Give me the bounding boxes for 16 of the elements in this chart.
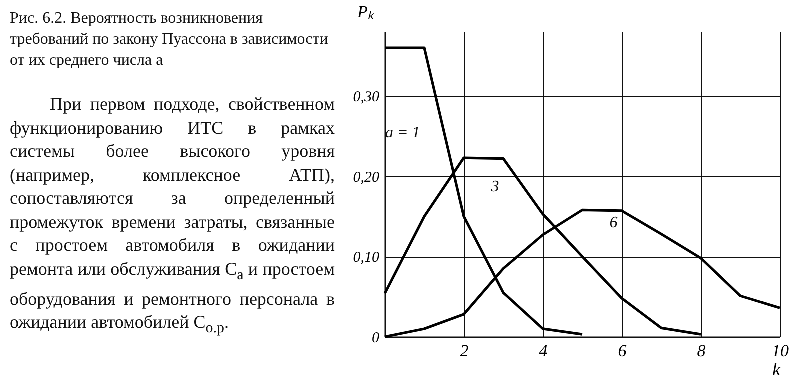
x-axis-title: k	[772, 360, 782, 380]
y-tick-label: 0	[372, 330, 380, 346]
y-tick-label: 0,20	[353, 170, 380, 186]
y-tick-label: 0,30	[353, 90, 380, 106]
text: Рис. 6.2. Вероятность возникновения требований по закону Пуассона в зависимости от их среднего числа a	[10, 9, 330, 71]
series-label: 6	[610, 214, 618, 232]
x-tick-label: 6	[618, 342, 628, 360]
text: При первом подходе, свойственном функционированию ИТС в рамках системы более высокого уровня (например, комплексное АТП), сопоставляются за определенный промежуток времени затраты, связанные с простоем автомобиля в ожидании ремонта или обслуживания C$_{а}$ и простоем оборудования и ремонтного персонала в ожидании автомобилей C$_{о.р}$.	[10, 94, 335, 337]
series-label: a = 1	[385, 124, 420, 142]
series-label: 3	[490, 178, 500, 196]
y-axis-title: Pₖ	[356, 2, 375, 22]
x-tick-label: 8	[697, 342, 706, 360]
x-tick-label: 4	[539, 342, 548, 360]
x-tick-label: 2	[460, 342, 470, 360]
y-tick-label: 0,10	[353, 250, 380, 266]
x-tick-label: 10	[772, 342, 790, 360]
